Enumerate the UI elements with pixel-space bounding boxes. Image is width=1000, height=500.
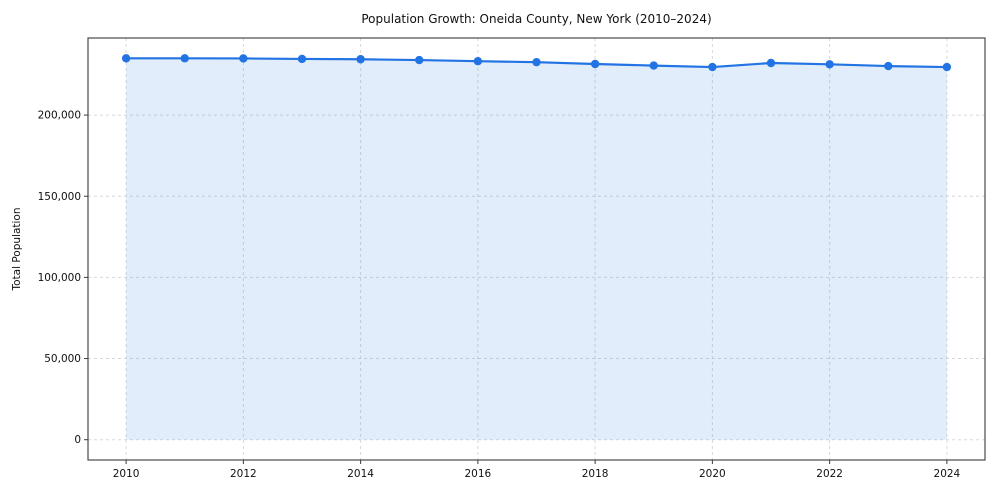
data-point-2023: [884, 61, 893, 71]
x-tick-label: 2014: [347, 468, 374, 480]
y-axis-label: Total Population: [11, 207, 23, 291]
x-tick-label: 2010: [113, 468, 140, 480]
x-tick-label: 2020: [699, 468, 726, 480]
data-point-2010: [121, 54, 131, 63]
data-point-2017: [532, 57, 541, 67]
y-tick-label: 100,000: [38, 272, 81, 284]
x-tick-label: 2024: [934, 468, 961, 480]
data-point-2013: [297, 54, 307, 64]
x-tick-label: 2012: [230, 468, 257, 480]
chart-title: Population Growth: Oneida County, New Yo…: [361, 12, 712, 26]
data-point-2021: [766, 58, 776, 68]
data-point-2022: [825, 60, 834, 69]
y-tick-label: 0: [74, 434, 81, 446]
x-tick-label: 2016: [465, 468, 492, 480]
y-tick-label: 150,000: [38, 191, 81, 203]
area-fill: [126, 58, 947, 440]
data-point-2015: [415, 55, 424, 65]
data-point-2014: [356, 55, 365, 64]
x-tick-label: 2018: [582, 468, 609, 480]
data-point-2024: [942, 62, 952, 72]
data-point-2012: [239, 54, 248, 63]
y-tick-label: 50,000: [44, 353, 81, 365]
plot-border: [87, 37, 986, 461]
data-point-2011: [180, 54, 189, 63]
data-point-2016: [473, 57, 483, 66]
y-tick-label: 200,000: [38, 110, 81, 122]
data-point-2018: [590, 59, 600, 69]
data-point-2020: [708, 62, 717, 72]
data-point-2019: [649, 61, 658, 70]
x-tick-label: 2022: [816, 468, 843, 480]
